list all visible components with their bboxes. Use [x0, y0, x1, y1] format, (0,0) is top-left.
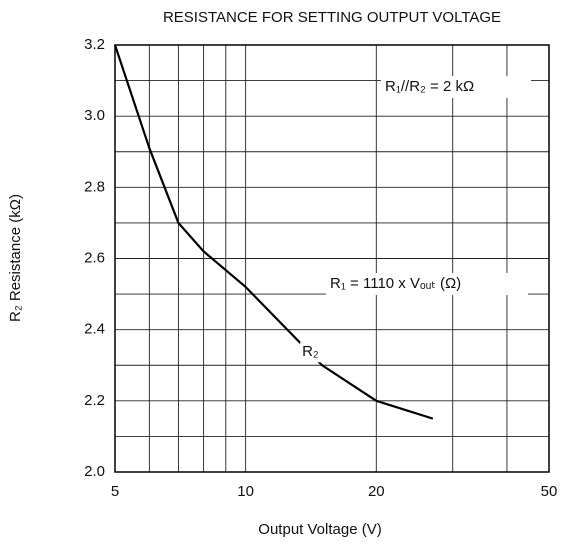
annotation-bg	[381, 76, 531, 98]
x-tick-label: 5	[111, 483, 119, 500]
y-tick-label: 2.4	[84, 321, 105, 338]
y-tick-label: 2.2	[84, 392, 105, 409]
y-tick-label: 2.0	[84, 463, 105, 480]
y-tick-label: 2.6	[84, 249, 105, 266]
line-series	[113, 44, 434, 420]
y-tick-label: 2.8	[84, 178, 105, 195]
y-axis-label: R₂ Resistance (kΩ)	[7, 194, 24, 322]
x-tick-label: 50	[541, 483, 558, 500]
series-label-bg	[300, 342, 329, 363]
x-axis-label: Output Voltage (V)	[258, 521, 381, 538]
plot-frame	[114, 44, 550, 473]
x-tick-label: 20	[368, 483, 385, 500]
y-tick-label: 3.2	[84, 36, 105, 53]
annotation-bg	[326, 273, 528, 295]
series-label: R₂	[302, 343, 319, 360]
chart-title: RESISTANCE FOR SETTING OUTPUT VOLTAGE	[163, 9, 501, 26]
annotation: R₁//R₂ = 2 kΩ	[385, 78, 474, 95]
annotation: R₁ = 1110 x Vₒᵤₜ (Ω)	[330, 275, 461, 292]
x-tick-label: 10	[237, 483, 254, 500]
y-tick-label: 3.0	[84, 107, 105, 124]
